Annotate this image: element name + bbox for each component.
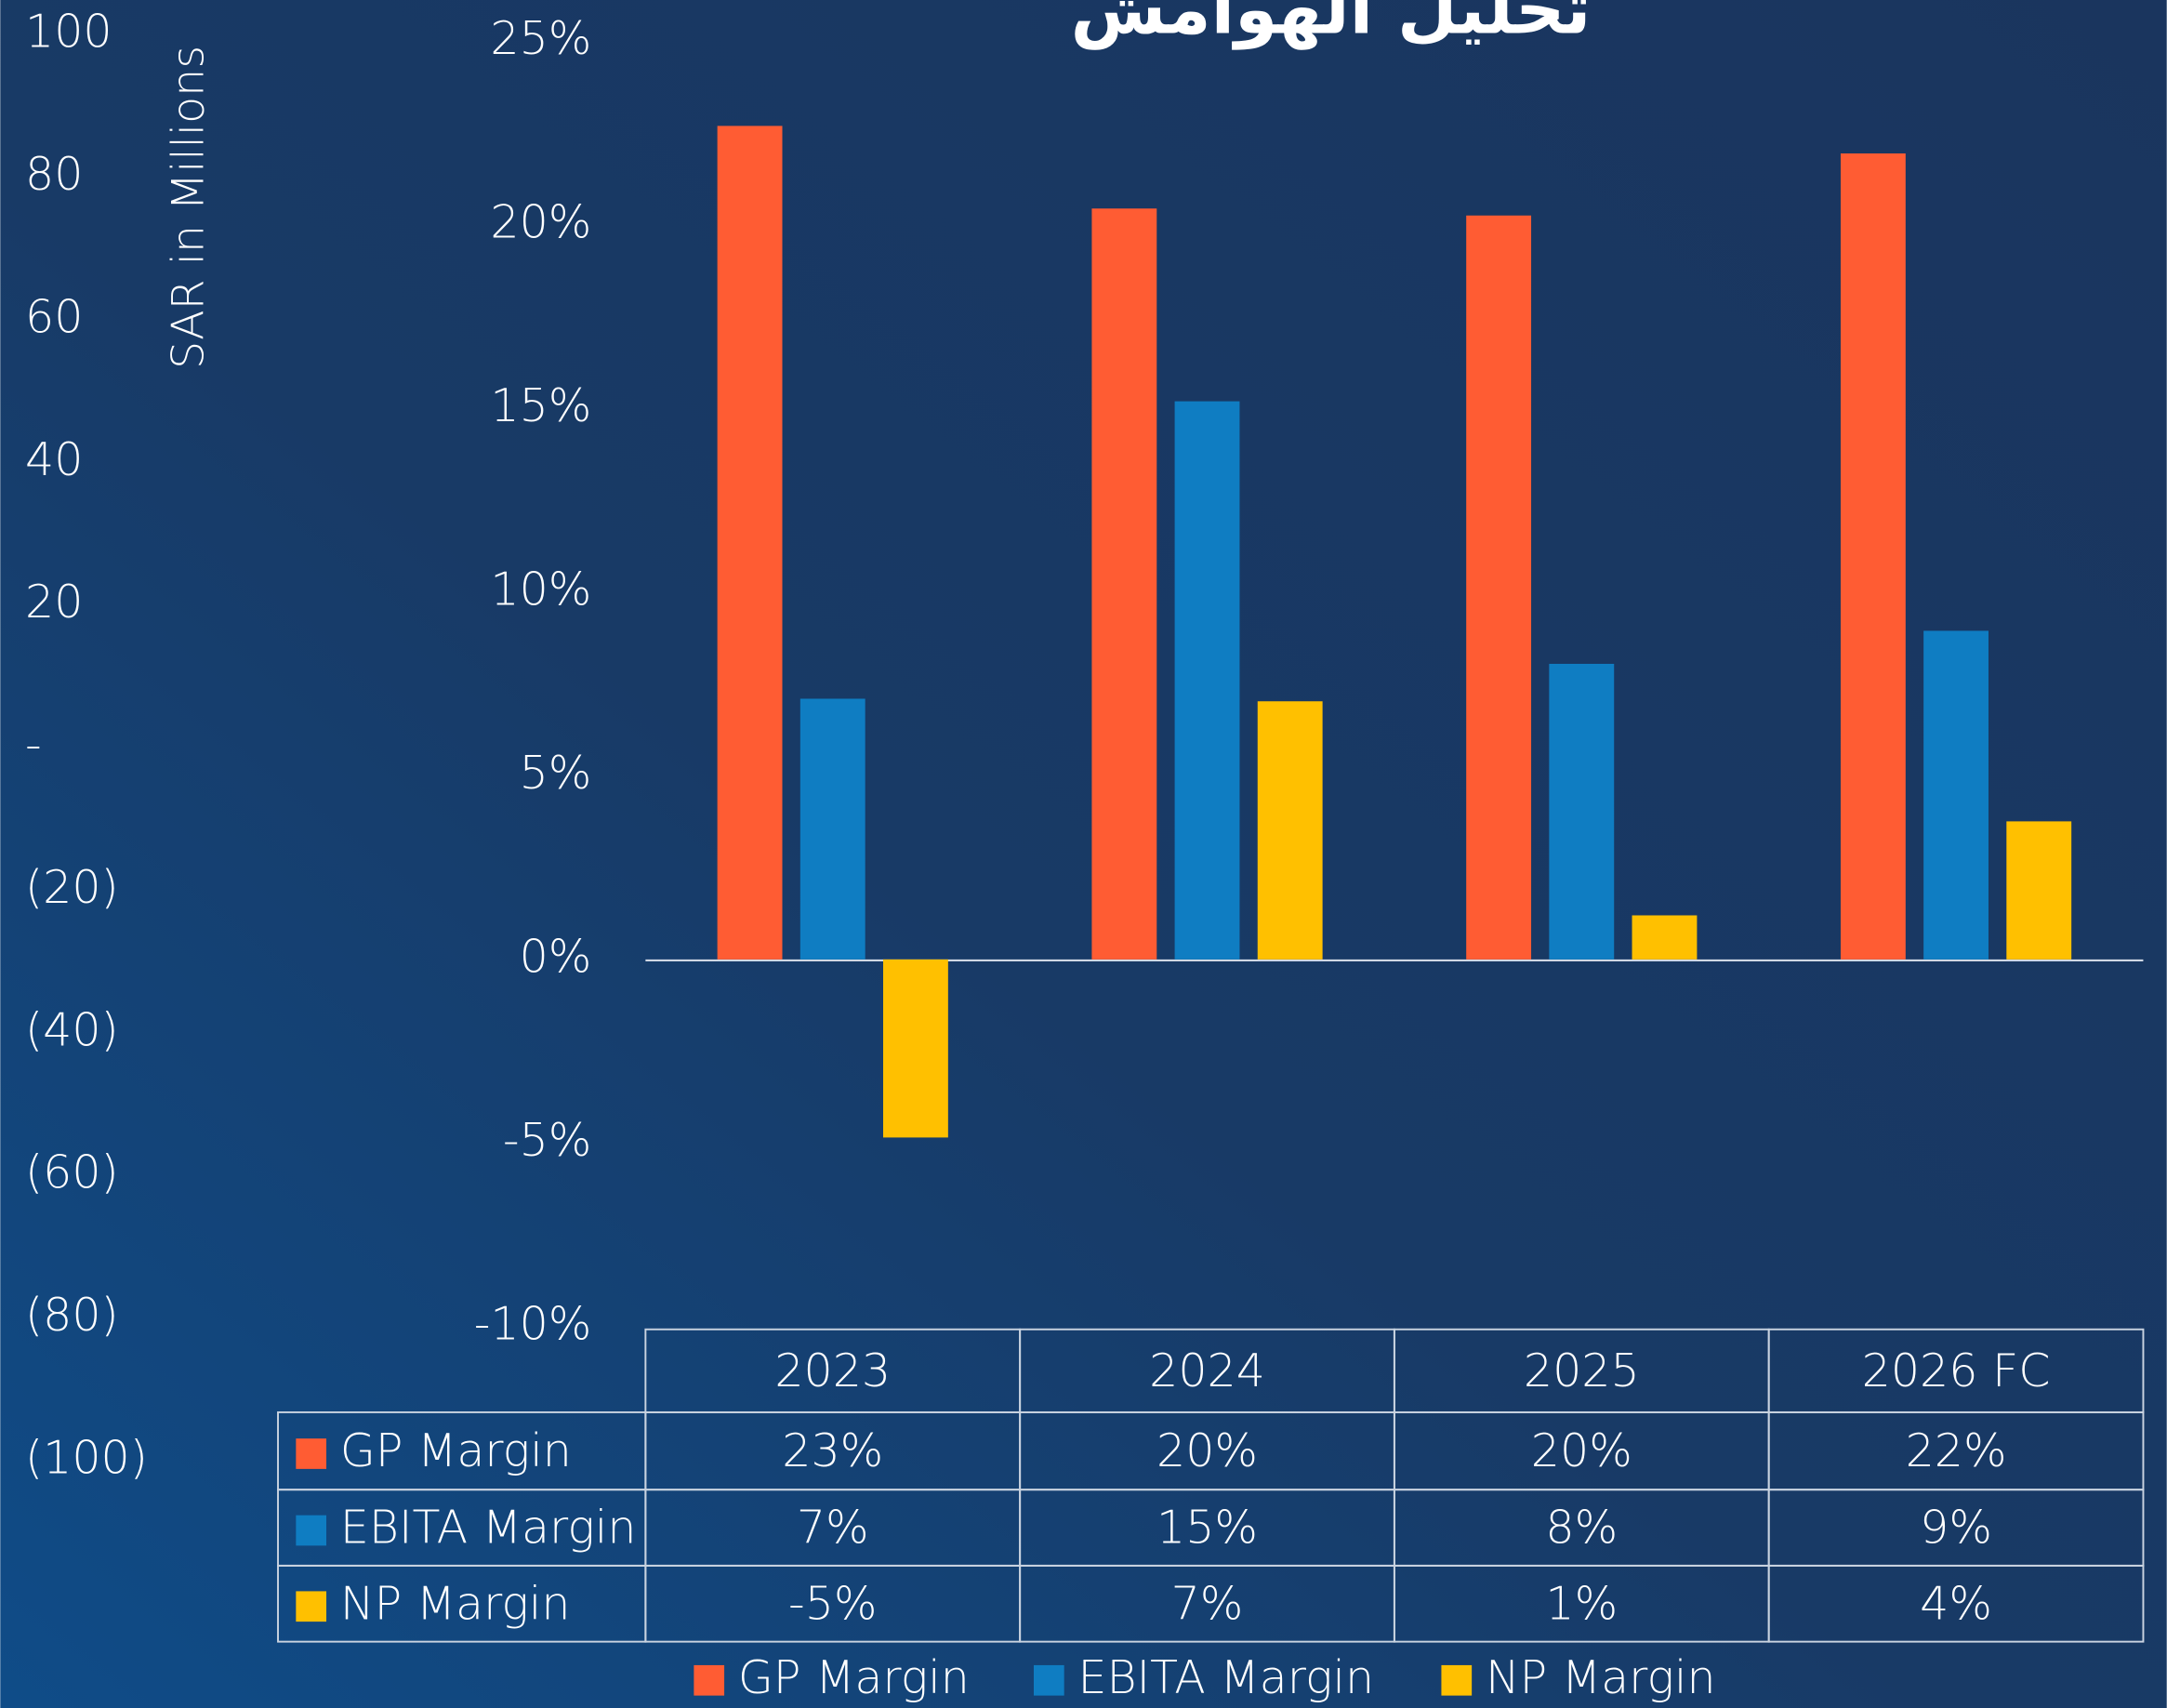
y2-tick-label: 20 <box>25 575 83 629</box>
y-tick-label: 10% <box>490 562 591 616</box>
y2-tick-label: 60 <box>25 289 83 343</box>
bar <box>799 698 865 960</box>
y-tick-label: -5% <box>503 1113 591 1167</box>
y-tick-label: -10% <box>474 1296 592 1350</box>
x-tick-label: 2025 <box>1524 1344 1640 1397</box>
value-label: 23% <box>782 1423 883 1477</box>
y2-axis-label: SAR in Millions <box>163 46 214 369</box>
y2-tick-label: (20) <box>25 860 119 914</box>
chart-title: تحليل الهوامش <box>1071 0 1592 50</box>
y2-tick-label: - <box>25 718 42 772</box>
bar <box>1174 401 1240 960</box>
table-cell <box>1767 1564 2145 1643</box>
bar <box>2006 821 2072 960</box>
value-label: -5% <box>788 1576 877 1630</box>
y2-tick-label: 80 <box>25 147 83 201</box>
value-label: 20% <box>1531 1423 1632 1477</box>
x-tick-label: 2023 <box>774 1344 891 1397</box>
y2-tick-label: 40 <box>25 432 83 486</box>
legend-swatch <box>1441 1664 1473 1696</box>
y2-tick-label: (100) <box>25 1430 148 1484</box>
value-label: 20% <box>1156 1423 1258 1477</box>
table-row-label: NP Margin <box>340 1576 571 1630</box>
bar <box>1091 208 1157 960</box>
value-label: 4% <box>1920 1576 1992 1630</box>
table-row-label: GP Margin <box>340 1423 572 1477</box>
y2-tick-label: (40) <box>25 1002 119 1056</box>
value-label: 15% <box>1156 1501 1258 1555</box>
legend-label: NP Margin <box>1486 1650 1716 1704</box>
y2-tick-label: (60) <box>25 1145 119 1199</box>
legend-label: EBITA Margin <box>1078 1650 1375 1704</box>
y-tick-label: 15% <box>490 378 591 432</box>
value-label: 7% <box>797 1501 869 1555</box>
y-tick-label: 5% <box>520 746 592 800</box>
x-tick-label: 2024 <box>1149 1344 1265 1397</box>
legend-swatch <box>1033 1664 1064 1696</box>
y-tick-label: 25% <box>490 11 591 65</box>
bar <box>717 126 783 960</box>
legend-swatch <box>694 1664 725 1696</box>
value-label: 1% <box>1545 1576 1618 1630</box>
bar <box>1840 153 1906 960</box>
y2-tick-label: 100 <box>25 5 112 59</box>
y2-tick-label: (80) <box>25 1288 119 1342</box>
table-swatch <box>296 1515 327 1546</box>
bar <box>1257 701 1323 960</box>
value-label: 7% <box>1171 1576 1244 1630</box>
value-label: 22% <box>1906 1423 2007 1477</box>
table-swatch <box>296 1591 327 1622</box>
x-tick-label: 2026 FC <box>1862 1344 2051 1397</box>
value-label: 8% <box>1545 1501 1618 1555</box>
bar <box>1466 215 1532 960</box>
bar <box>1632 915 1698 960</box>
y-tick-label: 20% <box>490 195 591 249</box>
table-row-label: EBITA Margin <box>340 1501 637 1555</box>
y-tick-label: 0% <box>520 929 592 983</box>
value-label: 9% <box>1920 1501 1992 1555</box>
bar <box>1549 663 1615 960</box>
bar <box>882 959 948 1138</box>
legend-label: GP Margin <box>738 1650 970 1704</box>
bar <box>1923 630 1989 960</box>
table-swatch <box>296 1438 327 1469</box>
